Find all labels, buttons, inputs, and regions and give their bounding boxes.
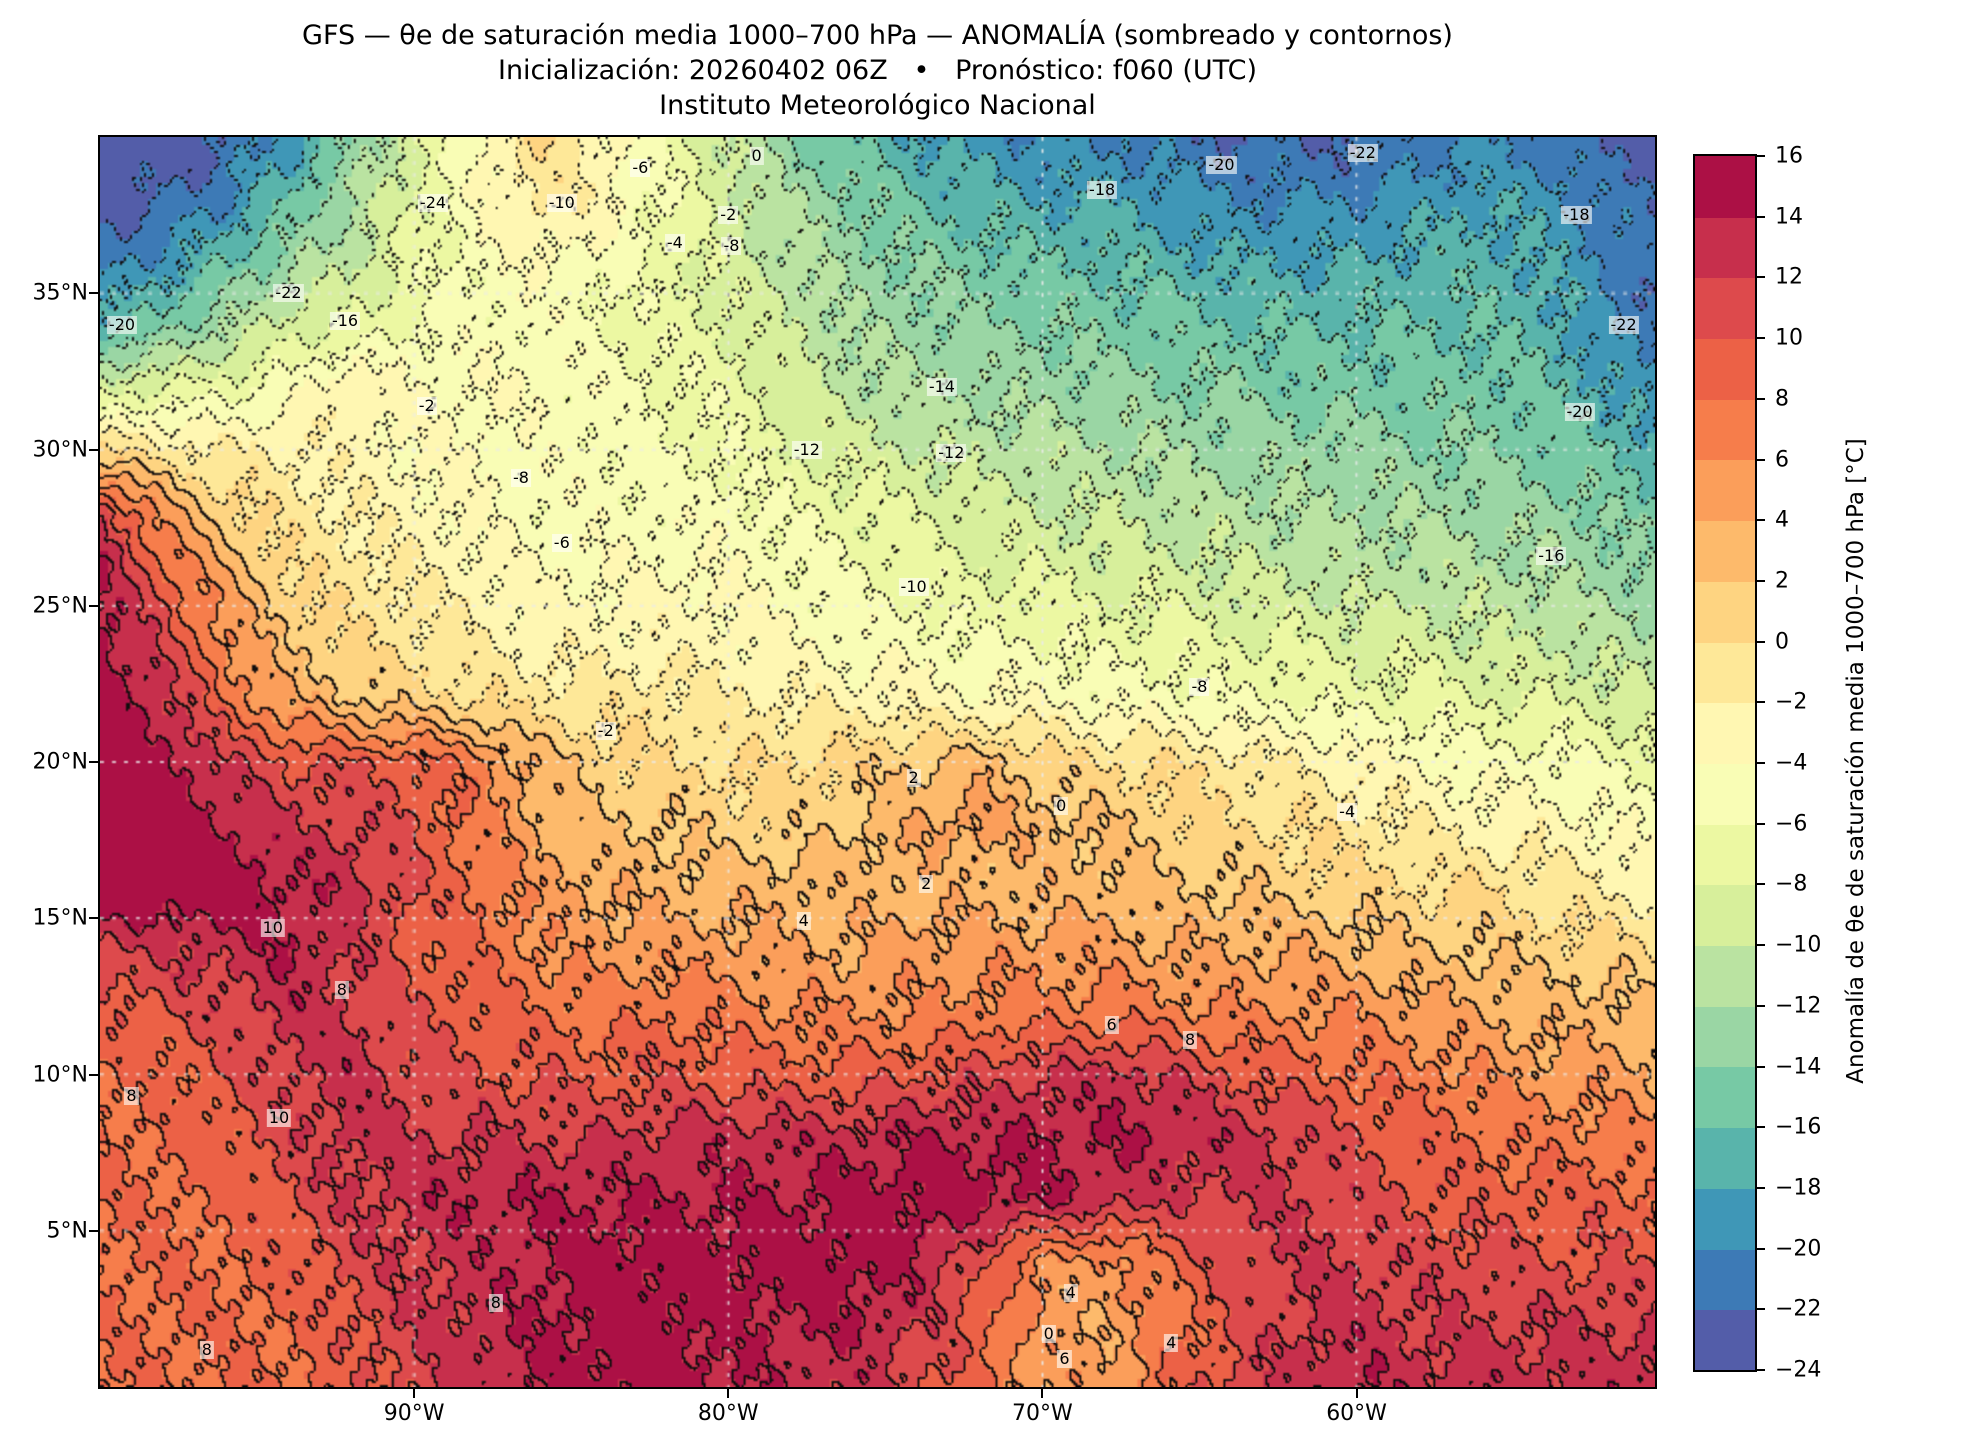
anomaly-map-canvas bbox=[100, 137, 1655, 1387]
colorbar-tick-label: −14 bbox=[1775, 1054, 1822, 1079]
colorbar-band bbox=[1695, 398, 1755, 461]
colorbar-tick-label: 14 bbox=[1775, 204, 1803, 230]
colorbar-tickmark bbox=[1757, 1186, 1765, 1189]
colorbar-tick-label: 16 bbox=[1775, 143, 1803, 169]
colorbar-tickmark bbox=[1757, 579, 1765, 582]
colorbar-band bbox=[1695, 459, 1755, 522]
colorbar-tickmark bbox=[1757, 1247, 1765, 1250]
colorbar-band bbox=[1695, 1005, 1755, 1068]
colorbar-tickmark bbox=[1757, 822, 1765, 825]
colorbar-tickmark bbox=[1757, 944, 1765, 947]
y-axis-tickmark bbox=[89, 917, 98, 920]
y-axis-tickmark bbox=[89, 604, 98, 607]
colorbar-band bbox=[1695, 580, 1755, 643]
colorbar-tickmark bbox=[1757, 458, 1765, 461]
colorbar-band bbox=[1695, 641, 1755, 704]
colorbar-tickmark bbox=[1757, 215, 1765, 218]
colorbar-tick-label: −22 bbox=[1775, 1296, 1822, 1322]
colorbar-tick-label: 4 bbox=[1775, 507, 1789, 533]
colorbar-band bbox=[1695, 277, 1755, 340]
colorbar-band bbox=[1695, 823, 1755, 886]
colorbar-band bbox=[1695, 338, 1755, 400]
y-tick-label: 5°N bbox=[46, 1218, 88, 1244]
colorbar-tick-label: 10 bbox=[1775, 325, 1803, 351]
x-axis-tickmark bbox=[1041, 1389, 1044, 1398]
x-tick-label: 80°W bbox=[697, 1401, 759, 1426]
chart-title: GFS — θe de saturación media 1000–700 hP… bbox=[302, 20, 1453, 51]
y-axis-tickmark bbox=[89, 1073, 98, 1076]
chart-institution: Instituto Meteorológico Nacional bbox=[659, 90, 1096, 121]
colorbar-tick-label: −10 bbox=[1775, 932, 1822, 958]
colorbar-tick-label: −20 bbox=[1775, 1236, 1822, 1262]
y-tick-label: 20°N bbox=[32, 749, 88, 775]
colorbar-tickmark bbox=[1757, 276, 1765, 279]
colorbar-band bbox=[1695, 884, 1755, 947]
chart-subtitle-init-forecast: Inicialización: 20260402 06Z • Pronóstic… bbox=[497, 55, 1257, 86]
x-tick-label: 90°W bbox=[383, 1401, 445, 1426]
colorbar-tick-label: −2 bbox=[1775, 689, 1808, 715]
colorbar-tick-label: −8 bbox=[1775, 871, 1808, 897]
colorbar-tickmark bbox=[1757, 1369, 1765, 1371]
colorbar-tickmark bbox=[1757, 701, 1765, 704]
colorbar-tickmark bbox=[1757, 640, 1765, 643]
colorbar-tick-label: 8 bbox=[1775, 386, 1789, 412]
colorbar-band bbox=[1695, 763, 1755, 825]
colorbar-tick-label: −24 bbox=[1775, 1357, 1822, 1383]
colorbar-tick-label: 2 bbox=[1775, 568, 1789, 594]
colorbar-band bbox=[1695, 520, 1755, 582]
colorbar-tick-label: 0 bbox=[1775, 629, 1789, 655]
colorbar-tickmark bbox=[1757, 1308, 1765, 1311]
x-axis-tickmark bbox=[1355, 1389, 1358, 1398]
x-axis-tickmark bbox=[727, 1389, 730, 1398]
y-axis-tickmark bbox=[89, 292, 98, 295]
colorbar-band bbox=[1695, 1127, 1755, 1189]
colorbar bbox=[1693, 154, 1757, 1372]
colorbar-tickmark bbox=[1757, 155, 1765, 157]
x-tick-label: 70°W bbox=[1012, 1401, 1073, 1426]
x-axis-tickmark bbox=[413, 1389, 416, 1398]
y-axis-tickmark bbox=[89, 761, 98, 763]
map-plot-area bbox=[98, 135, 1657, 1389]
colorbar-label: Anomalía de θe de saturación media 1000–… bbox=[1843, 438, 1869, 1084]
colorbar-tickmark bbox=[1757, 883, 1765, 886]
y-axis-tickmark bbox=[89, 448, 98, 451]
colorbar-band bbox=[1695, 702, 1755, 764]
colorbar-tickmark bbox=[1757, 337, 1765, 340]
colorbar-tickmark bbox=[1757, 397, 1765, 400]
colorbar-band bbox=[1695, 216, 1755, 279]
colorbar-bands bbox=[1695, 156, 1755, 1370]
colorbar-tickmark bbox=[1757, 519, 1765, 522]
colorbar-tick-label: 6 bbox=[1775, 447, 1789, 472]
y-tick-label: 30°N bbox=[32, 437, 88, 462]
colorbar-band bbox=[1695, 1187, 1755, 1250]
colorbar-tick-label: −16 bbox=[1775, 1114, 1822, 1140]
colorbar-tickmark bbox=[1757, 1126, 1765, 1129]
y-tick-label: 15°N bbox=[32, 905, 88, 931]
y-tick-label: 35°N bbox=[32, 280, 88, 306]
colorbar-tick-label: 12 bbox=[1775, 264, 1803, 290]
colorbar-band bbox=[1695, 945, 1755, 1007]
y-tick-label: 10°N bbox=[32, 1062, 88, 1087]
colorbar-tick-label: −4 bbox=[1775, 750, 1808, 776]
x-tick-label: 60°W bbox=[1326, 1401, 1387, 1426]
colorbar-tickmark bbox=[1757, 762, 1765, 764]
colorbar-tickmark bbox=[1757, 1004, 1765, 1007]
colorbar-tick-label: −18 bbox=[1775, 1175, 1822, 1201]
colorbar-band bbox=[1695, 156, 1755, 218]
y-axis-tickmark bbox=[89, 1229, 98, 1232]
colorbar-tick-label: −6 bbox=[1775, 811, 1808, 837]
title-block: GFS — θe de saturación media 1000–700 hP… bbox=[100, 18, 1655, 123]
colorbar-band bbox=[1695, 1309, 1755, 1370]
colorbar-tickmark bbox=[1757, 1065, 1765, 1068]
colorbar-tick-label: −12 bbox=[1775, 993, 1822, 1019]
colorbar-band bbox=[1695, 1066, 1755, 1129]
colorbar-band bbox=[1695, 1248, 1755, 1311]
y-tick-label: 25°N bbox=[32, 593, 88, 619]
